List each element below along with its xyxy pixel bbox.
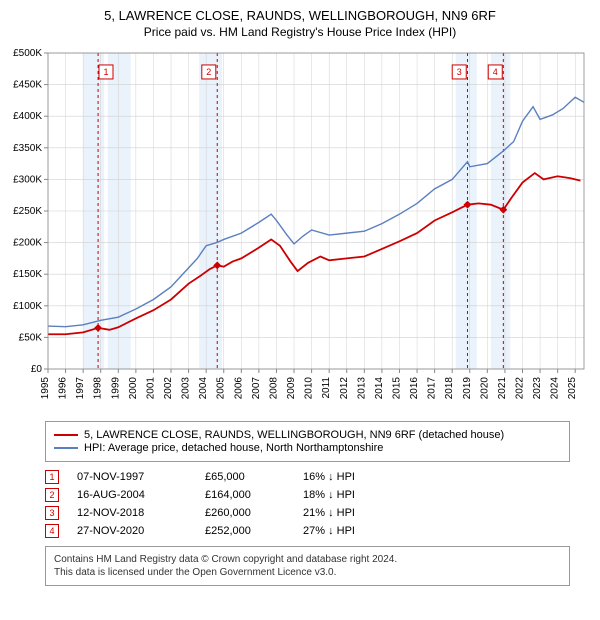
y-tick-label: £300K <box>13 174 42 185</box>
transaction-row: 2 16-AUG-2004 £164,000 18% ↓ HPI <box>45 486 570 504</box>
x-tick-label: 2014 <box>374 377 385 400</box>
x-tick-label: 2025 <box>567 377 578 400</box>
footer-line-1: Contains HM Land Registry data © Crown c… <box>54 553 561 566</box>
y-tick-label: £400K <box>13 111 42 122</box>
x-tick-label: 2002 <box>163 377 174 400</box>
footer-attribution: Contains HM Land Registry data © Crown c… <box>45 546 570 586</box>
x-tick-label: 2021 <box>497 377 508 400</box>
transaction-marker: 1 <box>45 470 59 484</box>
chart-marker-number: 4 <box>493 67 498 77</box>
x-tick-label: 2015 <box>391 377 402 400</box>
transaction-date: 07-NOV-1997 <box>77 471 187 483</box>
x-tick-label: 2024 <box>550 377 561 400</box>
x-tick-label: 2023 <box>532 377 543 400</box>
legend-label: 5, LAWRENCE CLOSE, RAUNDS, WELLINGBOROUG… <box>84 429 504 441</box>
x-tick-label: 1996 <box>58 377 69 400</box>
y-tick-label: £100K <box>13 301 42 312</box>
x-tick-label: 2010 <box>304 377 315 400</box>
chart-marker-number: 1 <box>103 67 108 77</box>
chart-area: £0 £50K £100K £150K £200K £250K £300K £350K £400… <box>0 43 600 413</box>
x-tick-label: 2012 <box>339 377 350 400</box>
footer-line-2: This data is licensed under the Open Gov… <box>54 566 561 579</box>
y-tick-label: £500K <box>13 48 42 59</box>
y-tick-label: £200K <box>13 238 42 249</box>
title-main: 5, LAWRENCE CLOSE, RAUNDS, WELLINGBOROUG… <box>4 8 596 23</box>
transaction-delta: 18% ↓ HPI <box>303 489 403 501</box>
transaction-date: 12-NOV-2018 <box>77 507 187 519</box>
legend-swatch <box>54 447 78 449</box>
price-chart: £0 £50K £100K £150K £200K £250K £300K £350K £400… <box>0 43 600 413</box>
x-tick-label: 2013 <box>356 377 367 400</box>
title-sub: Price paid vs. HM Land Registry's House … <box>4 25 596 39</box>
transaction-marker: 2 <box>45 488 59 502</box>
x-tick-label: 1998 <box>93 377 104 400</box>
x-tick-label: 2019 <box>462 377 473 400</box>
x-tick-label: 2017 <box>427 377 438 400</box>
y-tick-label: £150K <box>13 269 42 280</box>
x-tick-label: 2018 <box>444 377 455 400</box>
transactions-table: 1 07-NOV-1997 £65,000 16% ↓ HPI 2 16-AUG-2004… <box>45 468 570 540</box>
transaction-delta: 16% ↓ HPI <box>303 471 403 483</box>
x-tick-label: 2008 <box>268 377 279 400</box>
y-tick-label: £0 <box>31 364 43 375</box>
transaction-marker: 3 <box>45 506 59 520</box>
legend: 5, LAWRENCE CLOSE, RAUNDS, WELLINGBOROUG… <box>45 421 570 462</box>
x-tick-label: 2001 <box>145 377 156 400</box>
x-tick-label: 2016 <box>409 377 420 400</box>
legend-swatch <box>54 434 78 436</box>
transaction-price: £164,000 <box>205 489 285 501</box>
transaction-price: £252,000 <box>205 525 285 537</box>
x-tick-label: 2007 <box>251 377 262 400</box>
legend-row: HPI: Average price, detached house, Nort… <box>54 442 561 454</box>
x-tick-label: 2009 <box>286 377 297 400</box>
x-tick-label: 1999 <box>110 377 121 400</box>
transaction-delta: 21% ↓ HPI <box>303 507 403 519</box>
transaction-row: 3 12-NOV-2018 £260,000 21% ↓ HPI <box>45 504 570 522</box>
transaction-date: 27-NOV-2020 <box>77 525 187 537</box>
y-tick-label: £50K <box>19 332 43 343</box>
transaction-marker: 4 <box>45 524 59 538</box>
x-tick-label: 2003 <box>181 377 192 400</box>
x-tick-label: 2004 <box>198 377 209 400</box>
chart-marker-number: 3 <box>457 67 462 77</box>
x-tick-label: 1995 <box>40 377 51 400</box>
transaction-row: 1 07-NOV-1997 £65,000 16% ↓ HPI <box>45 468 570 486</box>
y-tick-label: £450K <box>13 80 42 91</box>
legend-label: HPI: Average price, detached house, Nort… <box>84 442 383 454</box>
x-tick-label: 2020 <box>479 377 490 400</box>
transaction-date: 16-AUG-2004 <box>77 489 187 501</box>
transaction-row: 4 27-NOV-2020 £252,000 27% ↓ HPI <box>45 522 570 540</box>
transaction-price: £260,000 <box>205 507 285 519</box>
legend-row: 5, LAWRENCE CLOSE, RAUNDS, WELLINGBOROUG… <box>54 429 561 441</box>
x-tick-label: 1997 <box>75 377 86 400</box>
y-tick-label: £350K <box>13 143 42 154</box>
x-tick-label: 2022 <box>514 377 525 400</box>
x-tick-label: 2005 <box>216 377 227 400</box>
title-block: 5, LAWRENCE CLOSE, RAUNDS, WELLINGBOROUG… <box>0 0 600 43</box>
transaction-delta: 27% ↓ HPI <box>303 525 403 537</box>
x-tick-label: 2011 <box>321 377 332 399</box>
x-tick-label: 2006 <box>233 377 244 400</box>
chart-marker-number: 2 <box>206 67 211 77</box>
chart-container: 5, LAWRENCE CLOSE, RAUNDS, WELLINGBOROUG… <box>0 0 600 586</box>
transaction-price: £65,000 <box>205 471 285 483</box>
y-tick-label: £250K <box>13 206 42 217</box>
x-tick-label: 2000 <box>128 377 139 400</box>
